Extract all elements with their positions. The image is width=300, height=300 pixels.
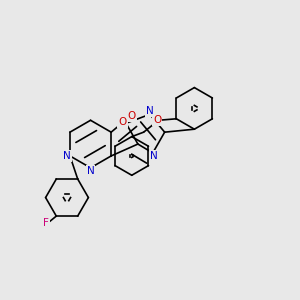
Text: O: O (118, 117, 127, 127)
Text: F: F (43, 218, 49, 228)
Text: O: O (127, 111, 136, 121)
Text: N: N (63, 151, 71, 161)
Text: N: N (146, 106, 154, 116)
Text: N: N (87, 166, 94, 176)
Text: N: N (150, 151, 158, 161)
Text: O: O (153, 115, 161, 125)
